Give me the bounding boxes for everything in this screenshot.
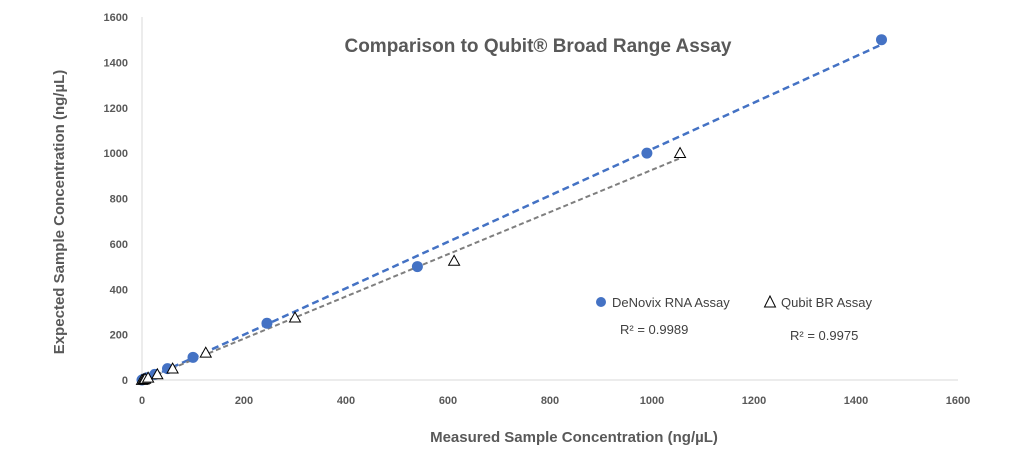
y-axis-title-group: Expected Sample Concentration (ng/µL) — [51, 70, 68, 355]
x-tick-label: 600 — [439, 395, 457, 407]
y-tick-label: 400 — [110, 284, 128, 296]
y-tick-label: 1400 — [104, 57, 128, 69]
legend-marker-denovix — [596, 297, 606, 307]
data-point-denovix — [876, 34, 887, 45]
r2-label-denovix: R² = 0.9989 — [620, 322, 688, 337]
legend-label-denovix: DeNovix RNA Assay — [612, 295, 730, 310]
y-tick-label: 1600 — [104, 12, 128, 24]
x-tick-label: 1200 — [742, 395, 766, 407]
data-point-denovix — [188, 352, 199, 363]
x-tick-label: 1400 — [844, 395, 868, 407]
r2-label-qubit: R² = 0.9975 — [790, 328, 858, 343]
x-tick-label: 400 — [337, 395, 355, 407]
y-axis-title: Expected Sample Concentration (ng/µL) — [51, 70, 68, 355]
x-tick-label: 200 — [235, 395, 253, 407]
y-tick-label: 600 — [110, 239, 128, 251]
data-point-denovix — [261, 318, 272, 329]
data-point-denovix — [641, 148, 652, 159]
data-point-denovix — [412, 261, 423, 272]
scatter-chart: Comparison to Qubit® Broad Range Assay E… — [0, 0, 1024, 456]
y-tick-label: 800 — [110, 194, 128, 206]
y-tick-label: 1200 — [104, 103, 128, 115]
x-tick-label: 1600 — [946, 395, 970, 407]
legend-label-qubit: Qubit BR Assay — [781, 295, 873, 310]
x-tick-label: 800 — [541, 395, 559, 407]
chart-title: Comparison to Qubit® Broad Range Assay — [344, 36, 731, 57]
y-tick-label: 0 — [122, 375, 128, 387]
y-tick-label: 1000 — [104, 148, 128, 160]
y-tick-label: 200 — [110, 330, 128, 342]
x-axis-title: Measured Sample Concentration (ng/µL) — [430, 429, 718, 446]
x-tick-label: 0 — [139, 395, 145, 407]
x-tick-label: 1000 — [640, 395, 664, 407]
